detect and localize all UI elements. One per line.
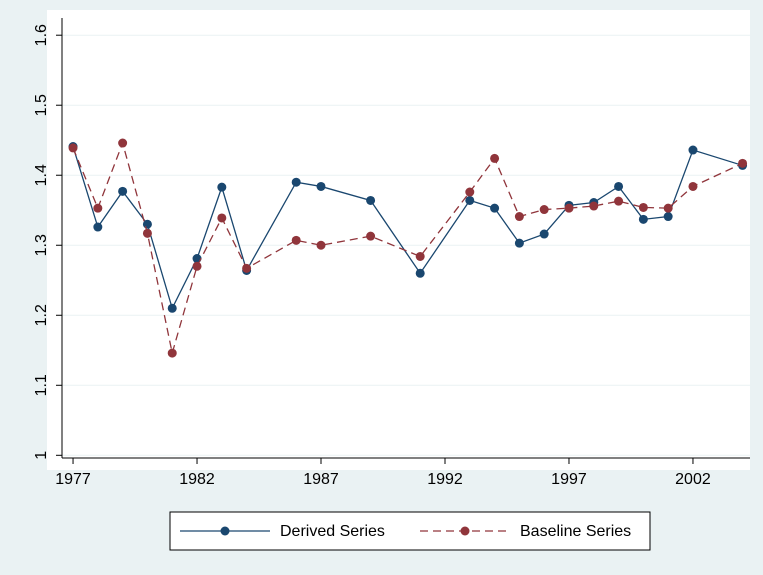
data-point <box>415 268 425 278</box>
data-point <box>291 177 301 187</box>
x-tick-label: 1997 <box>551 471 587 488</box>
legend-label: Derived Series <box>280 523 385 540</box>
y-tick-label: 1 <box>33 451 50 460</box>
x-tick-label: 1977 <box>55 471 91 488</box>
data-point <box>465 195 475 205</box>
data-point <box>514 238 524 248</box>
x-tick-label: 1992 <box>427 471 463 488</box>
data-point <box>415 251 425 261</box>
x-tick-label: 2002 <box>675 471 711 488</box>
data-point <box>539 205 549 215</box>
y-tick-label: 1.2 <box>33 304 50 326</box>
y-tick-label: 1.6 <box>33 24 50 46</box>
data-point <box>68 143 78 153</box>
legend-marker <box>460 526 470 536</box>
y-tick-label: 1.5 <box>33 94 50 116</box>
data-point <box>490 203 500 213</box>
data-point <box>316 240 326 250</box>
data-point <box>316 181 326 191</box>
y-tick-label: 1.3 <box>33 234 50 256</box>
data-point <box>589 201 599 211</box>
legend-marker <box>220 526 230 536</box>
data-point <box>490 153 500 163</box>
series-line <box>72 140 743 354</box>
data-point <box>192 261 202 271</box>
data-point <box>514 212 524 222</box>
data-point <box>291 235 301 245</box>
data-point <box>366 231 376 241</box>
x-tick-label: 1982 <box>179 471 215 488</box>
data-point <box>142 228 152 238</box>
data-point <box>688 181 698 191</box>
data-point <box>614 196 624 206</box>
data-point <box>663 212 673 222</box>
data-point <box>167 348 177 358</box>
plot-area <box>47 10 750 470</box>
data-point <box>465 187 475 197</box>
data-point <box>638 202 648 212</box>
x-tick-label: 1987 <box>303 471 339 488</box>
data-point <box>118 186 128 196</box>
legend-label: Baseline Series <box>520 523 631 540</box>
data-point <box>118 138 128 148</box>
data-point <box>217 213 227 223</box>
data-point <box>663 203 673 213</box>
data-point <box>539 229 549 239</box>
data-point <box>242 263 252 273</box>
data-point <box>167 303 177 313</box>
data-point <box>638 214 648 224</box>
data-point <box>688 145 698 155</box>
y-tick-label: 1.1 <box>33 374 50 396</box>
data-point <box>217 182 227 192</box>
data-point <box>738 158 748 168</box>
data-point <box>93 222 103 232</box>
data-point <box>614 181 624 191</box>
data-point <box>192 254 202 264</box>
data-point <box>93 203 103 213</box>
data-point <box>564 203 574 213</box>
y-tick-label: 1.4 <box>33 164 50 186</box>
data-point <box>366 195 376 205</box>
